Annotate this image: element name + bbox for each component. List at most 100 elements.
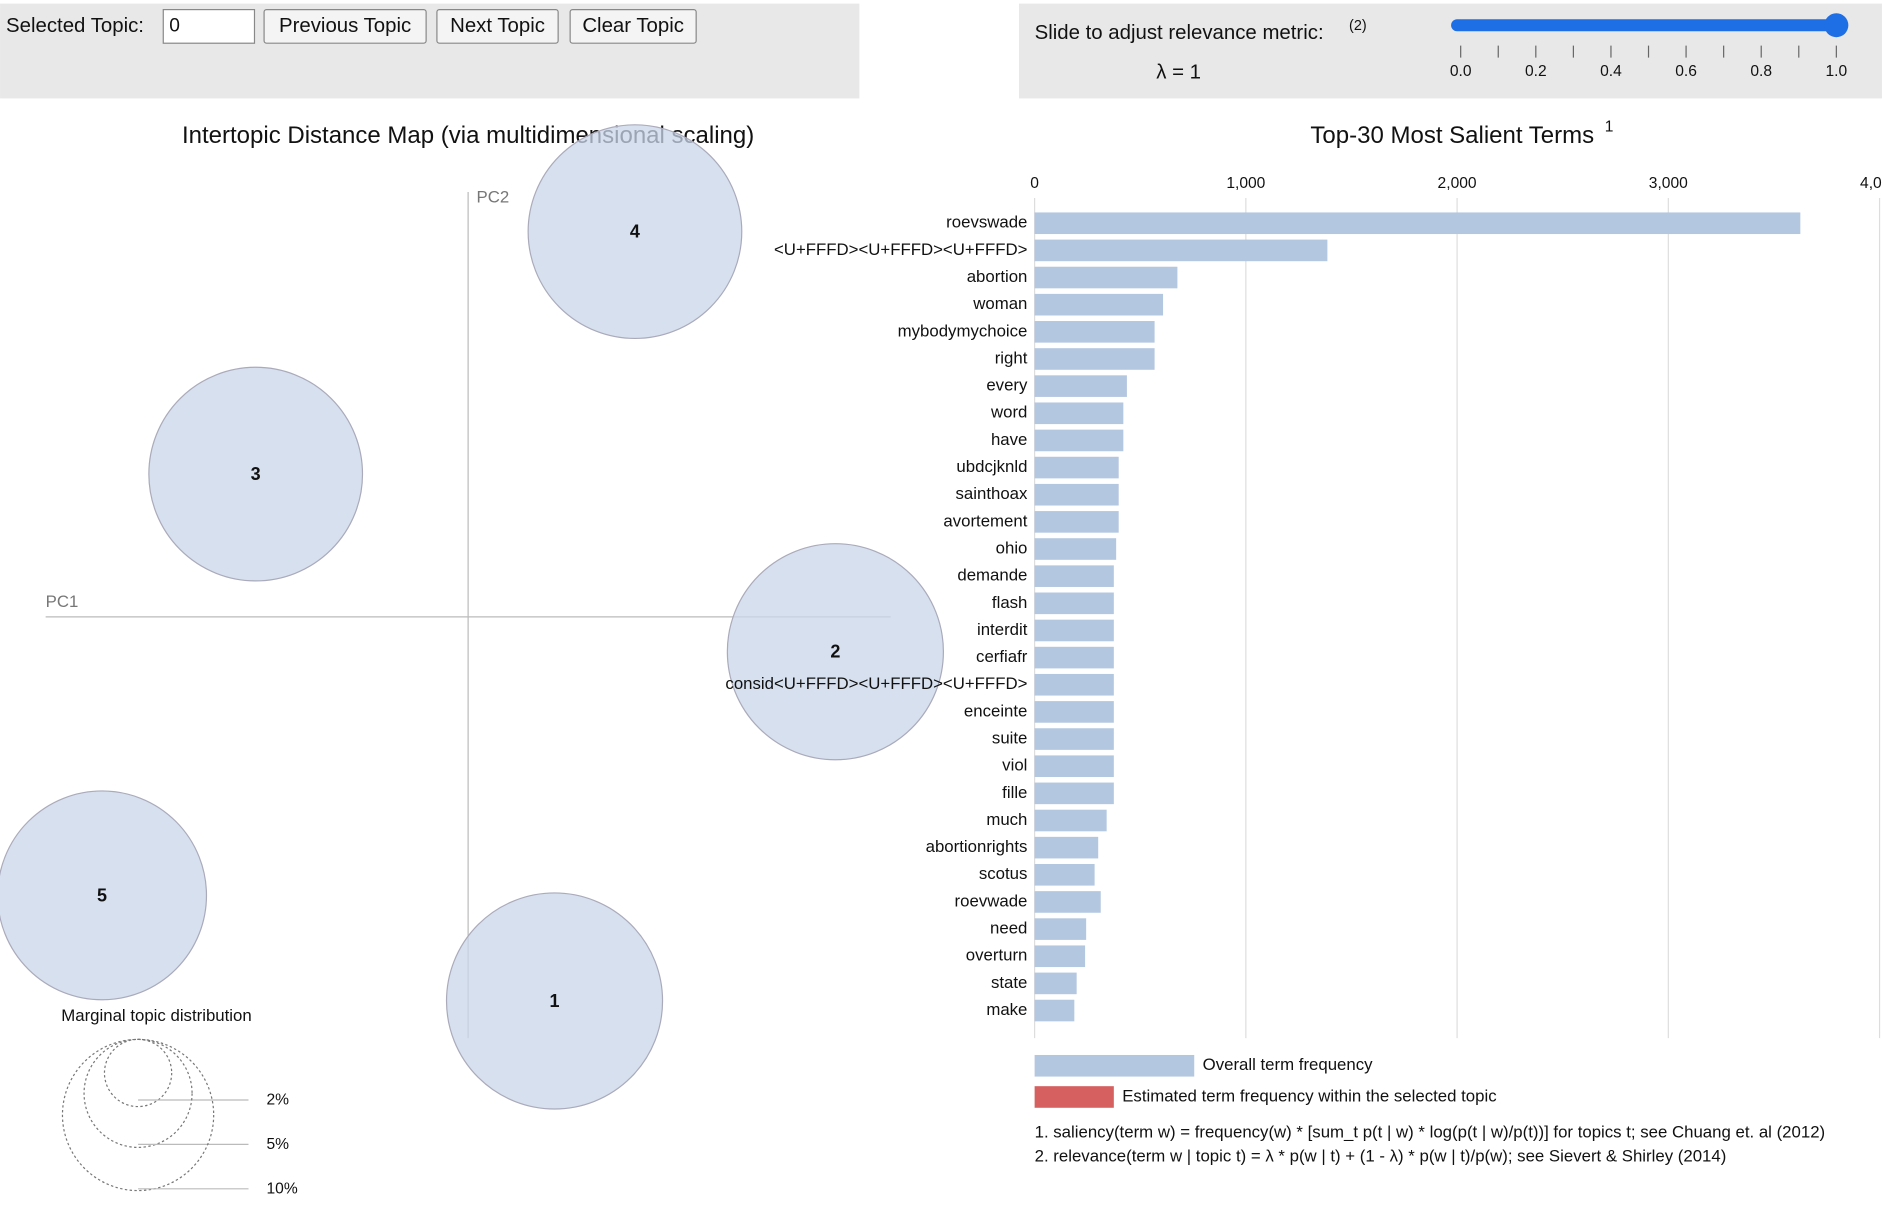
topic-label[interactable]: 4	[630, 222, 640, 242]
bar[interactable]	[1034, 402, 1124, 425]
topic-label[interactable]: 3	[251, 464, 261, 484]
button[interactable]	[436, 9, 559, 44]
bar[interactable]	[1034, 863, 1095, 886]
topic-label[interactable]: 1	[550, 991, 560, 1011]
term-label[interactable]: flash	[992, 593, 1027, 612]
bar[interactable]	[1034, 673, 1114, 696]
button-label[interactable]: Previous Topic	[279, 15, 411, 37]
term-label[interactable]: make	[986, 1000, 1027, 1019]
slider-tick-label: 0.4	[1600, 63, 1622, 80]
term-label[interactable]: state	[991, 973, 1027, 992]
bar[interactable]	[1034, 266, 1178, 289]
slider-tick-label: 0.0	[1450, 63, 1472, 80]
term-label[interactable]: overturn	[966, 946, 1028, 965]
bar[interactable]	[1034, 809, 1107, 832]
bar[interactable]	[1034, 239, 1328, 262]
term-label[interactable]: abortionrights	[926, 837, 1028, 856]
term-label[interactable]: fille	[1002, 783, 1027, 802]
selected-topic-label: Selected Topic:	[6, 15, 144, 37]
term-label[interactable]: mybodymychoice	[898, 321, 1028, 340]
term-label[interactable]: suite	[992, 728, 1027, 747]
term-label[interactable]: right	[995, 348, 1028, 367]
bar[interactable]	[1034, 619, 1114, 642]
bar[interactable]	[1034, 456, 1119, 479]
bar[interactable]	[1034, 782, 1114, 805]
term-label[interactable]: demande	[957, 566, 1027, 585]
legend-label: Estimated term frequency within the sele…	[1122, 1086, 1496, 1105]
term-label[interactable]: roevwade	[955, 891, 1028, 910]
button[interactable]	[569, 9, 697, 44]
topic-circle[interactable]	[148, 366, 364, 582]
slider-tick-label: 0.6	[1675, 63, 1697, 80]
x-tick-label: 0	[1030, 175, 1039, 192]
term-label[interactable]: avortement	[943, 511, 1027, 530]
slider-track[interactable]	[1451, 19, 1846, 32]
term-label[interactable]: viol	[1002, 756, 1027, 775]
bar[interactable]	[1034, 918, 1087, 940]
term-label[interactable]: enceinte	[964, 701, 1028, 720]
term-label[interactable]: roevswade	[946, 213, 1027, 232]
bar[interactable]	[1034, 429, 1124, 452]
slider-knob[interactable]	[1824, 13, 1849, 38]
term-label[interactable]: ohio	[996, 538, 1028, 557]
term-label[interactable]: interdit	[977, 620, 1028, 639]
x-tick-label: 4,000	[1860, 175, 1882, 192]
button-label[interactable]: Next Topic	[450, 15, 545, 37]
slider-tick-label: 0.2	[1525, 63, 1547, 80]
term-label[interactable]: sainthoax	[956, 484, 1029, 503]
term-label[interactable]: cerfiafr	[976, 647, 1028, 666]
button-label[interactable]: Clear Topic	[582, 15, 684, 37]
x-tick-label: 2,000	[1438, 175, 1477, 192]
bar[interactable]	[1034, 348, 1155, 370]
topic-input[interactable]	[162, 9, 256, 44]
topic-circle[interactable]	[445, 892, 664, 1110]
x-tick-label: 3,000	[1649, 175, 1688, 192]
button[interactable]	[263, 9, 427, 44]
bar[interactable]	[1034, 972, 1077, 995]
bar[interactable]	[1034, 212, 1801, 235]
term-label[interactable]: <U+FFFD><U+FFFD><U+FFFD>	[774, 240, 1027, 259]
topic-label[interactable]: 5	[97, 885, 107, 905]
term-label[interactable]: scotus	[979, 864, 1028, 883]
bar[interactable]	[1034, 538, 1117, 560]
slider-tick-label: 0.8	[1750, 63, 1772, 80]
bar[interactable]	[1034, 945, 1086, 968]
bar[interactable]	[1034, 375, 1127, 397]
bar[interactable]	[1034, 701, 1114, 723]
term-label[interactable]: word	[990, 403, 1027, 422]
term-label[interactable]: every	[986, 376, 1028, 395]
term-label[interactable]: have	[991, 430, 1027, 449]
topic-circle[interactable]	[726, 543, 945, 761]
bar[interactable]	[1034, 321, 1155, 343]
bar[interactable]	[1034, 999, 1075, 1022]
legend-label: Overall term frequency	[1203, 1055, 1373, 1074]
bar[interactable]	[1034, 483, 1119, 506]
lambda-label: λ = 1	[1156, 62, 1201, 84]
slider-tick-label: 1.0	[1826, 63, 1848, 80]
term-label[interactable]: abortion	[967, 267, 1028, 286]
topic-circle[interactable]	[0, 790, 208, 1001]
bar[interactable]	[1034, 646, 1114, 669]
term-label[interactable]: consid<U+FFFD><U+FFFD><U+FFFD>	[725, 674, 1027, 693]
marginal-title: Marginal topic distribution	[61, 1006, 251, 1025]
bar[interactable]	[1034, 891, 1101, 913]
bar[interactable]	[1034, 565, 1114, 587]
bar[interactable]	[1034, 592, 1114, 615]
topic-circle[interactable]	[527, 124, 743, 340]
term-label[interactable]: ubdcjknld	[956, 457, 1027, 476]
control-panel	[0, 3, 860, 99]
marginal-circle	[61, 1038, 215, 1192]
bar[interactable]	[1034, 836, 1099, 859]
term-label[interactable]: much	[986, 810, 1027, 829]
bar[interactable]	[1034, 293, 1164, 316]
term-label[interactable]: need	[990, 919, 1027, 938]
legend-swatch	[1034, 1086, 1114, 1108]
topic-label[interactable]: 2	[830, 642, 840, 662]
topic-input-value[interactable]: 0	[169, 15, 180, 36]
marginal-label: 5%	[266, 1136, 289, 1153]
term-label[interactable]: woman	[972, 294, 1027, 313]
bar[interactable]	[1034, 728, 1114, 750]
bar[interactable]	[1034, 755, 1114, 778]
bar[interactable]	[1034, 511, 1119, 533]
